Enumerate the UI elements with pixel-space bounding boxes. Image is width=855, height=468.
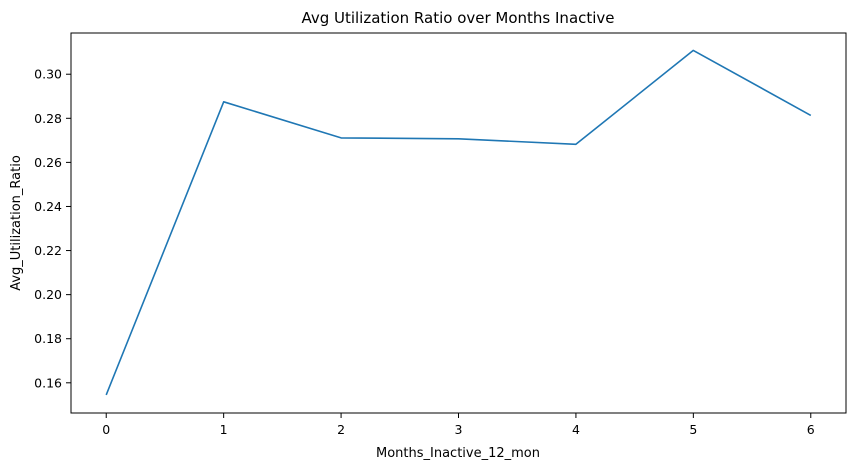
y-tick-label: 0.22: [34, 243, 62, 258]
x-axis: 0 1 2 3 4 5 6: [102, 413, 815, 437]
x-tick-label: 2: [337, 422, 345, 437]
x-tick-label: 6: [807, 422, 815, 437]
y-tick-label: 0.18: [34, 331, 62, 346]
y-tick-label: 0.30: [34, 67, 62, 82]
x-tick-label: 0: [102, 422, 110, 437]
y-tick-label: 0.24: [34, 199, 62, 214]
x-tick-label: 4: [572, 422, 580, 437]
y-tick-label: 0.28: [34, 111, 62, 126]
chart-title: Avg Utilization Ratio over Months Inacti…: [301, 9, 614, 27]
x-tick-label: 3: [455, 422, 463, 437]
series-line: [105, 49, 812, 396]
plot-area-frame: [70, 32, 847, 414]
y-axis-label: Avg_Utilization_Ratio: [9, 155, 24, 291]
x-tick-label: 1: [220, 422, 228, 437]
y-tick-label: 0.20: [34, 287, 62, 302]
y-axis: 0.16 0.18 0.20 0.22 0.24 0.26 0.28 0.30: [34, 67, 71, 390]
x-tick-label: 5: [689, 422, 697, 437]
y-tick-label: 0.26: [34, 155, 62, 170]
y-tick-label: 0.16: [34, 375, 62, 390]
x-axis-label: Months_Inactive_12_mon: [376, 446, 540, 461]
